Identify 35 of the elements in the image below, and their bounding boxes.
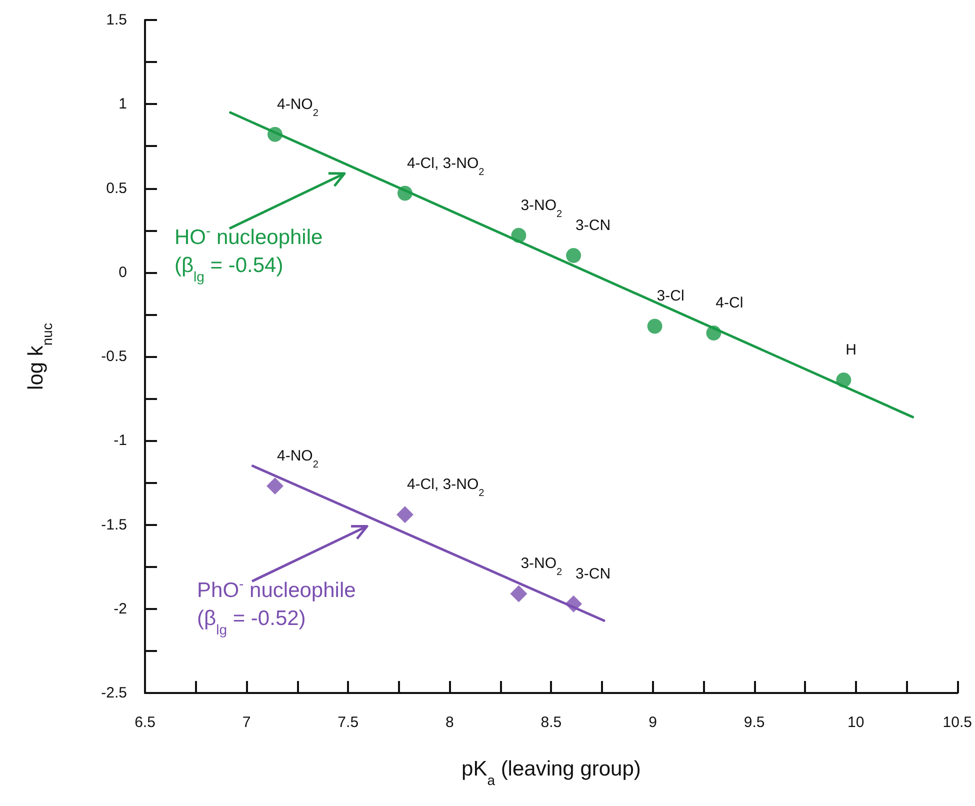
point <box>836 372 852 388</box>
point <box>396 506 414 524</box>
x-tick-label: 7 <box>242 714 251 731</box>
y-tick-label: -1.5 <box>101 516 127 534</box>
y-tick-label: -1 <box>114 432 127 450</box>
y-tick-label: 0.5 <box>106 180 127 197</box>
y-tick-label: -2 <box>114 600 127 618</box>
y-tick-label: 1.5 <box>106 12 127 28</box>
point <box>647 318 662 334</box>
annotation: 3-Cl <box>656 288 684 305</box>
annotation: H <box>846 342 857 359</box>
y-tick-label: -0.5 <box>101 348 127 365</box>
y-axis-title: log knuc <box>24 323 55 390</box>
annotation: 3-CN <box>576 217 611 234</box>
x-tick-label: 10 <box>848 714 864 731</box>
annotation: 4-Cl <box>716 294 744 312</box>
y-tick-label: -2.5 <box>101 684 127 702</box>
x-tick-label: 9.5 <box>744 714 765 731</box>
x-tick-label: 8 <box>445 714 454 731</box>
point <box>397 186 412 201</box>
annotation: 3-CN <box>576 565 611 582</box>
point <box>510 585 528 602</box>
point <box>706 325 722 340</box>
x-tick-label: 10.5 <box>942 714 972 731</box>
x-tick-label: 9 <box>648 714 657 731</box>
y-tick-label: 0 <box>118 264 127 281</box>
point <box>566 248 582 264</box>
x-tick-label: 6.5 <box>134 714 156 731</box>
point <box>266 478 284 495</box>
point <box>268 126 282 142</box>
x-tick-label: 7.5 <box>338 714 359 731</box>
point <box>565 595 582 612</box>
x-tick-label: 8.5 <box>540 714 562 731</box>
point <box>511 228 526 243</box>
y-tick-label: 1 <box>118 96 127 113</box>
